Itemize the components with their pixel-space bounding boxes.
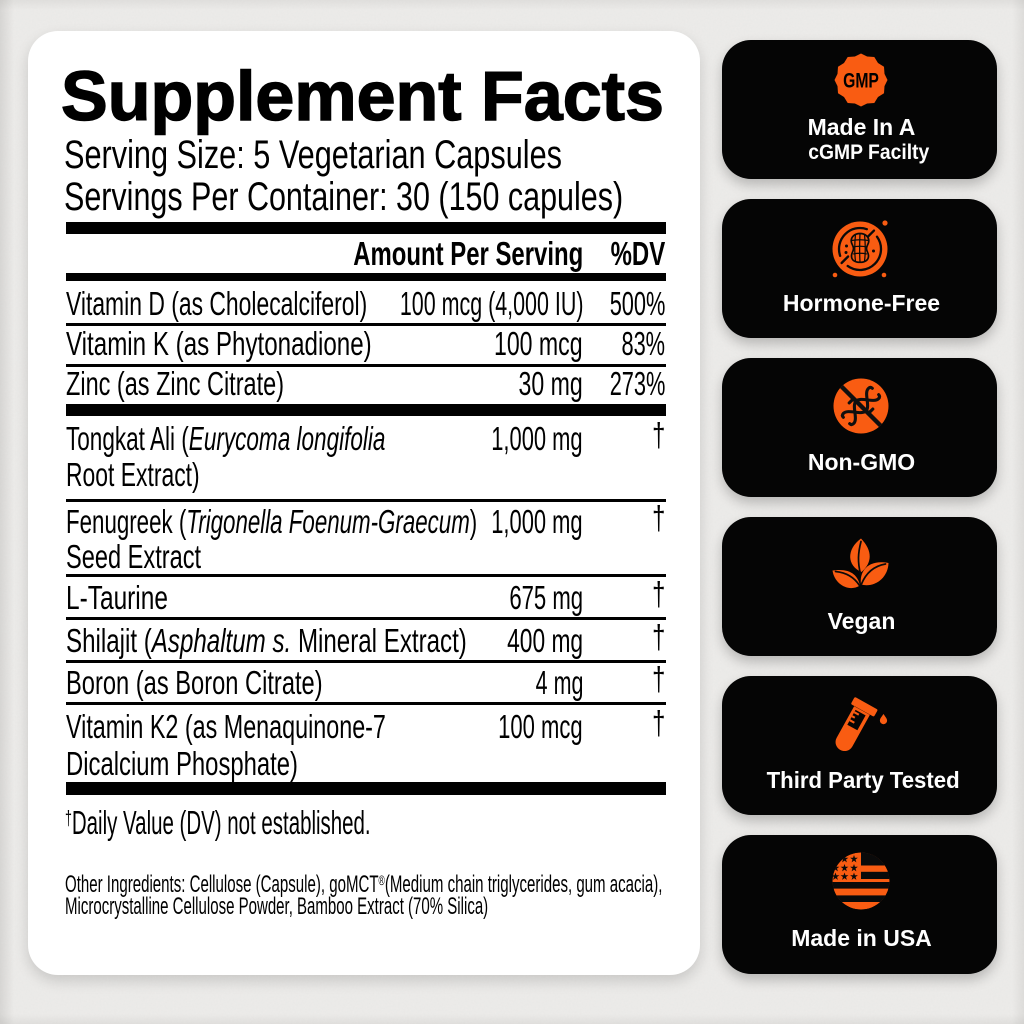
svg-text:GMP: GMP [843, 68, 879, 92]
